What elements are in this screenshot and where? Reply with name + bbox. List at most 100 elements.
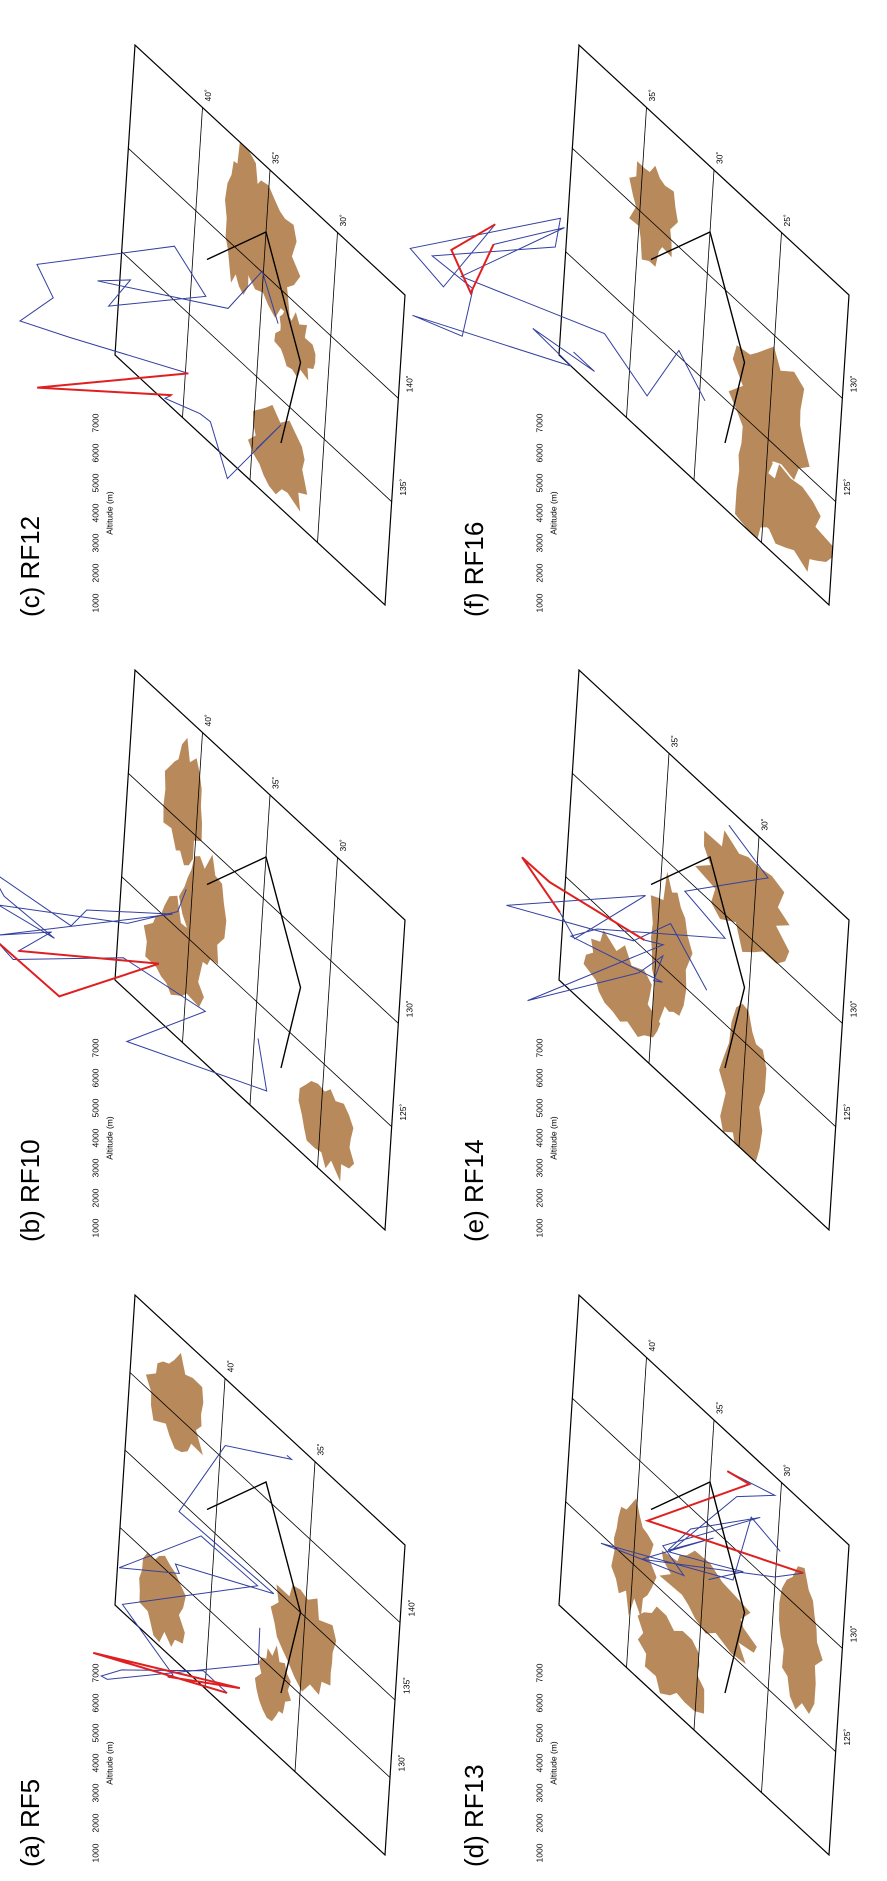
panel-label: (b) RF10 (15, 1139, 45, 1242)
altitude-tick-label: 4000 (90, 1753, 100, 1772)
altitude-tick-label: 3000 (534, 1158, 544, 1177)
land (163, 738, 202, 865)
altitude-tick-label: 4000 (534, 1128, 544, 1147)
longitude-label: 130˚ (405, 1000, 415, 1017)
land (248, 405, 307, 512)
altitude-tick-label: 3000 (90, 533, 100, 552)
land (779, 1566, 823, 1714)
ground-track (651, 232, 745, 443)
panel-label: (d) RF13 (459, 1764, 489, 1867)
longitude-label: 130˚ (849, 1000, 859, 1017)
altitude-tick-label: 3000 (90, 1783, 100, 1802)
flight-track-segment (522, 857, 644, 940)
longitude-label: 130˚ (849, 375, 859, 392)
grid-line (120, 1528, 390, 1778)
longitude-label: 125˚ (842, 478, 852, 495)
altitude-tick-label: 3000 (90, 1158, 100, 1177)
longitude-label: 125˚ (842, 1103, 852, 1120)
latitude-label: 30˚ (338, 214, 348, 226)
axis-title: Altitude (m) (548, 1741, 558, 1785)
altitude-tick-label: 2000 (534, 1813, 544, 1832)
latitude-label: 40˚ (225, 1360, 235, 1372)
latitude-label: 35˚ (714, 1402, 724, 1414)
page: (a) RF5 1000 2000 3000 4000 5000 6000 7000 Altit… (0, 0, 887, 1881)
longitude-label: 140˚ (405, 375, 415, 392)
latitude-label: 30˚ (338, 839, 348, 851)
panel-label: (c) RF12 (15, 516, 45, 617)
longitude-label: 135˚ (401, 1677, 411, 1694)
latitude-label: 40˚ (203, 714, 213, 726)
panel-label: (a) RF5 (15, 1779, 45, 1867)
latitude-label: 30˚ (759, 818, 769, 830)
panel: (d) RF131000200030004000500060007000Alti… (459, 1295, 859, 1867)
grid-line (205, 1378, 225, 1688)
altitude-tick-label: 7000 (534, 1663, 544, 1682)
altitude-tick-label: 6000 (90, 1068, 100, 1087)
altitude-tick-label: 1000 (534, 1218, 544, 1237)
longitude-label: 125˚ (398, 1103, 408, 1120)
altitude-tick-label: 4000 (90, 503, 100, 522)
land (651, 871, 693, 1027)
flight-track-segment (451, 224, 495, 293)
land (299, 1081, 355, 1182)
latitude-label: 35˚ (647, 89, 657, 101)
panel-label: (e) RF14 (459, 1139, 489, 1242)
altitude-tick-label: 3000 (534, 533, 544, 552)
altitude-tick-label: 2000 (534, 563, 544, 582)
land (695, 830, 789, 964)
altitude-tick-label: 5000 (90, 1098, 100, 1117)
latitude-label: 35˚ (270, 152, 280, 164)
altitude-tick-label: 2000 (90, 1813, 100, 1832)
figure: (a) RF5 1000 2000 3000 4000 5000 6000 7000 Altit… (0, 0, 887, 1881)
land (638, 1607, 705, 1714)
axis-title: Altitude (m) (104, 1741, 114, 1785)
axis-title: Altitude (m) (548, 1116, 558, 1160)
longitude-label: 125˚ (842, 1728, 852, 1745)
altitude-tick-label: 3000 (534, 1783, 544, 1802)
altitude-tick-label: 5000 (90, 473, 100, 492)
altitude-tick-label: 7000 (90, 1663, 100, 1682)
latitude-label: 30˚ (714, 152, 724, 164)
land (255, 1645, 291, 1721)
altitude-tick-label: 6000 (90, 443, 100, 462)
longitude-label: 135˚ (398, 478, 408, 495)
axis-title: Altitude (m) (548, 491, 558, 535)
latitude-label: 35˚ (669, 735, 679, 747)
altitude-tick-label: 1000 (90, 1843, 100, 1862)
altitude-tick-label: 4000 (90, 1128, 100, 1147)
latitude-label: 25˚ (782, 214, 792, 226)
altitude-tick-label: 4000 (534, 503, 544, 522)
altitude-tick-label: 1000 (534, 593, 544, 612)
panel-label: (f) RF16 (459, 522, 489, 617)
latitude-label: 40˚ (647, 1339, 657, 1351)
altitude-tick-label: 5000 (534, 1098, 544, 1117)
axis-title: Altitude (m) (104, 1116, 114, 1160)
latitude-label: 35˚ (270, 777, 280, 789)
land (146, 1353, 203, 1455)
altitude-tick-label: 1000 (534, 1843, 544, 1862)
altitude-tick-label: 7000 (90, 413, 100, 432)
altitude-tick-label: 1000 (90, 593, 100, 612)
longitude-label: 130˚ (849, 1625, 859, 1642)
grid-line (250, 795, 270, 1105)
altitude-tick-label: 7000 (90, 1038, 100, 1057)
altitude-tick-label: 5000 (534, 1723, 544, 1742)
altitude-tick-label: 2000 (90, 563, 100, 582)
panel: (b) RF10 1000 2000 3000 4000 5000 6000 7000 Alti… (0, 670, 415, 1242)
altitude-tick-label: 1000 (90, 1218, 100, 1237)
flight-track-segment (37, 373, 188, 396)
grid-line (183, 108, 203, 418)
grid-line (318, 233, 338, 543)
altitude-tick-label: 7000 (534, 1038, 544, 1057)
altitude-tick-label: 6000 (534, 1693, 544, 1712)
altitude-tick-label: 5000 (90, 1723, 100, 1742)
altitude-tick-label: 2000 (534, 1188, 544, 1207)
altitude-tick-label: 2000 (90, 1188, 100, 1207)
land (274, 308, 315, 380)
altitude-tick-label: 6000 (534, 1068, 544, 1087)
altitude-tick-label: 5000 (534, 473, 544, 492)
panel: (e) RF14 1000 2000 3000 4000 5000 6000 7000 Alti… (459, 670, 859, 1242)
